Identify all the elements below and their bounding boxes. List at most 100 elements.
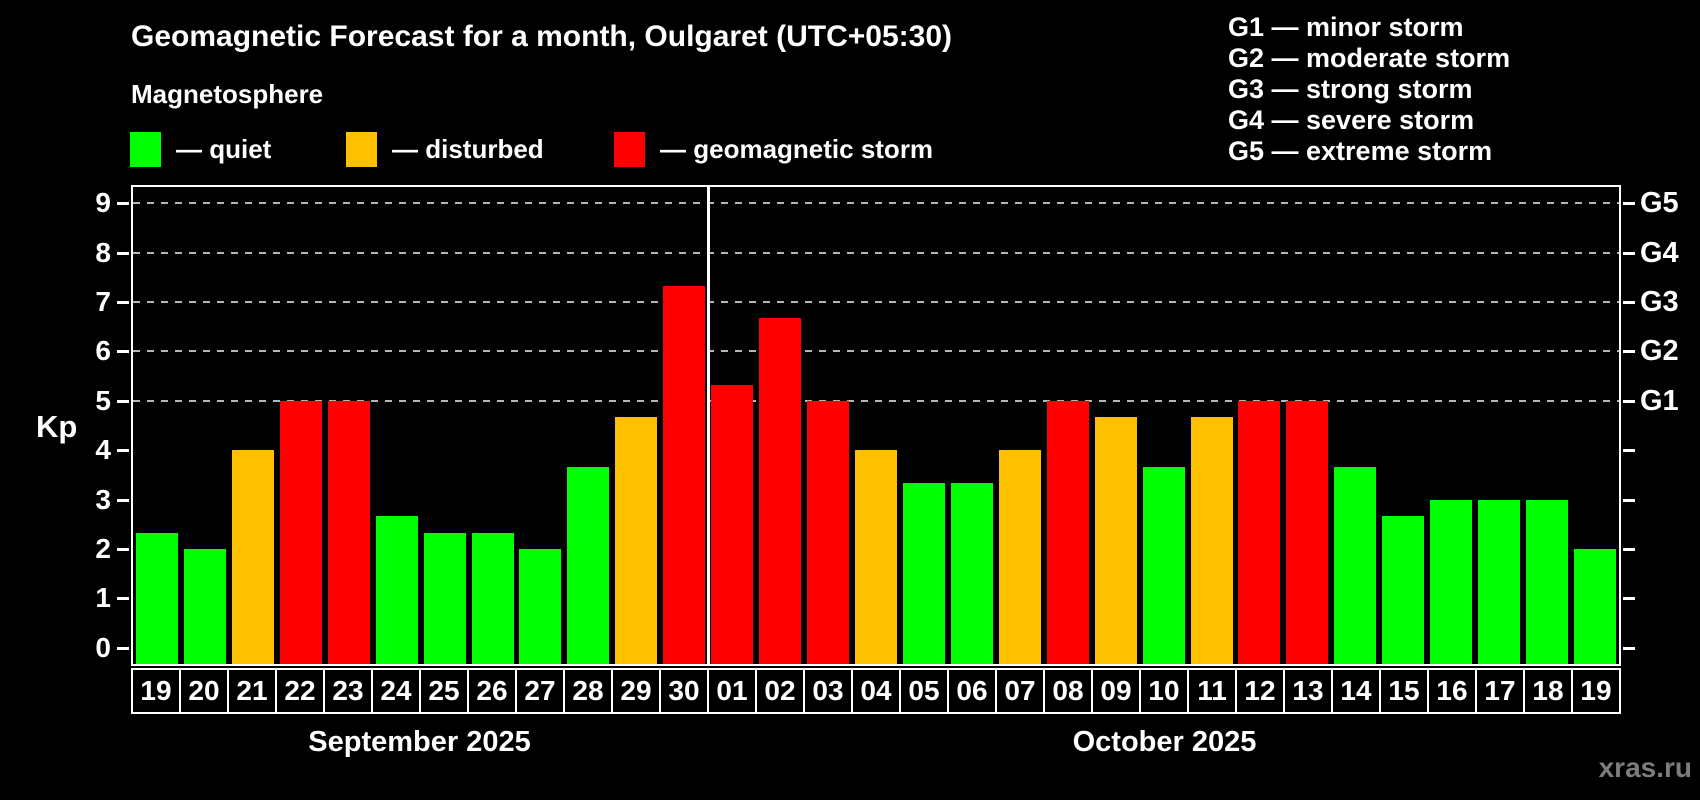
kp-bar-day-20 bbox=[183, 548, 226, 664]
day-cell: 19 bbox=[131, 668, 181, 714]
legend-item-disturbed: — disturbed bbox=[346, 130, 544, 168]
kp-bar-day-30 bbox=[663, 285, 706, 664]
day-cell: 01 bbox=[707, 668, 757, 714]
axis-tick bbox=[1623, 498, 1635, 502]
gridline-G bbox=[133, 399, 1619, 402]
day-axis-row: 19 20 21 22 23 24 25 26 27 28 29 30 01 02 03 04 05 06 07 08… bbox=[131, 668, 1621, 714]
kp-bar-day-06 bbox=[950, 483, 993, 664]
kp-bar-day-27 bbox=[519, 548, 562, 664]
day-cell: 23 bbox=[323, 668, 373, 714]
plot-area bbox=[131, 185, 1621, 666]
y-axis-tick-label: 6 bbox=[95, 335, 111, 367]
legend-item-storm: — geomagnetic storm bbox=[614, 130, 933, 168]
kp-bar-day-07 bbox=[998, 450, 1041, 664]
month-label-september: September 2025 bbox=[308, 726, 531, 758]
day-cell: 27 bbox=[515, 668, 565, 714]
axis-tick bbox=[117, 498, 129, 502]
kp-bar-day-28 bbox=[567, 466, 610, 664]
day-cell: 28 bbox=[563, 668, 613, 714]
right-axis-label: G3 bbox=[1640, 286, 1679, 319]
page-title: Geomagnetic Forecast for a month, Oulgar… bbox=[131, 20, 953, 53]
right-axis-label: G2 bbox=[1640, 335, 1679, 368]
axis-tick bbox=[1623, 547, 1635, 551]
month-label-october: October 2025 bbox=[1072, 726, 1257, 758]
day-cell: 30 bbox=[659, 668, 709, 714]
storm-scale-line: G4 — severe storm bbox=[1228, 105, 1475, 135]
storm-scale-line: G2 — moderate storm bbox=[1228, 43, 1511, 73]
day-cell: 05 bbox=[899, 668, 949, 714]
day-cell: 20 bbox=[179, 668, 229, 714]
gridline-G bbox=[133, 202, 1619, 205]
day-cell: 24 bbox=[371, 668, 421, 714]
storm-scale-legend: G1 — minor storm G2 — moderate storm G3 — … bbox=[1228, 12, 1510, 167]
kp-bar-day-10 bbox=[1142, 466, 1185, 664]
day-cell: 08 bbox=[1043, 668, 1093, 714]
axis-tick bbox=[117, 350, 129, 354]
legend-label-storm: — geomagnetic storm bbox=[660, 133, 934, 164]
y-axis-tick-label: 4 bbox=[95, 434, 111, 466]
axis-tick bbox=[1623, 350, 1635, 354]
day-cell: 19 bbox=[1571, 668, 1621, 714]
day-cell: 12 bbox=[1235, 668, 1285, 714]
axis-tick bbox=[117, 202, 129, 206]
y-axis-tick-label: 0 bbox=[95, 631, 111, 663]
day-cell: 22 bbox=[275, 668, 325, 714]
kp-bar-day-24 bbox=[375, 515, 418, 664]
axis-tick bbox=[117, 646, 129, 650]
magnetosphere-subtitle: Magnetosphere bbox=[131, 79, 324, 109]
day-cell: 29 bbox=[611, 668, 661, 714]
y-axis-tick-label: 7 bbox=[95, 286, 111, 318]
kp-bar-day-02 bbox=[759, 318, 802, 664]
kp-bar-day-19 bbox=[1574, 548, 1617, 664]
axis-tick bbox=[117, 597, 129, 601]
watermark: xras.ru bbox=[1598, 752, 1692, 783]
axis-tick bbox=[1623, 597, 1635, 601]
axis-tick bbox=[1623, 251, 1635, 255]
kp-bar-day-13 bbox=[1286, 400, 1329, 664]
gridline-G bbox=[133, 350, 1619, 353]
kp-bar-day-22 bbox=[279, 400, 322, 664]
y-axis-tick-label: 5 bbox=[95, 384, 111, 416]
storm-scale-line: G3 — strong storm bbox=[1228, 74, 1473, 104]
day-cell: 04 bbox=[851, 668, 901, 714]
right-axis-label: G1 bbox=[1640, 384, 1679, 417]
day-cell: 13 bbox=[1283, 668, 1333, 714]
kp-bar-day-09 bbox=[1094, 417, 1137, 664]
day-cell: 14 bbox=[1331, 668, 1381, 714]
day-cell: 11 bbox=[1187, 668, 1237, 714]
day-cell: 17 bbox=[1475, 668, 1525, 714]
storm-color-swatch bbox=[614, 131, 645, 167]
kp-bar-day-01 bbox=[711, 384, 754, 664]
kp-bar-day-17 bbox=[1478, 499, 1521, 664]
kp-bar-day-19 bbox=[135, 532, 178, 664]
storm-scale-line: G5 — extreme storm bbox=[1228, 136, 1493, 166]
axis-tick bbox=[117, 449, 129, 453]
kp-bar-day-05 bbox=[902, 483, 945, 664]
gridline-G bbox=[133, 301, 1619, 304]
kp-bar-day-08 bbox=[1046, 400, 1089, 664]
kp-bar-day-04 bbox=[855, 450, 897, 664]
right-axis-label: G4 bbox=[1640, 236, 1679, 269]
kp-bar-day-16 bbox=[1430, 499, 1473, 664]
day-cell: 16 bbox=[1427, 668, 1477, 714]
kp-bar-day-18 bbox=[1526, 499, 1569, 664]
axis-tick bbox=[1623, 449, 1635, 453]
disturbed-color-swatch bbox=[346, 131, 377, 167]
kp-bar-day-23 bbox=[327, 400, 370, 664]
axis-tick bbox=[1623, 646, 1635, 650]
month-separator-line bbox=[706, 187, 710, 664]
day-cell: 21 bbox=[227, 668, 277, 714]
y-axis-tick-label: 1 bbox=[95, 582, 111, 614]
kp-bar-day-21 bbox=[231, 450, 274, 664]
axis-tick bbox=[1623, 399, 1635, 403]
y-axis-tick-label: 8 bbox=[95, 236, 111, 268]
kp-bar-day-11 bbox=[1190, 417, 1233, 664]
day-cell: 07 bbox=[995, 668, 1045, 714]
day-cell: 10 bbox=[1139, 668, 1189, 714]
day-cell: 09 bbox=[1091, 668, 1141, 714]
kp-bar-day-25 bbox=[423, 532, 466, 664]
kp-bar-day-15 bbox=[1382, 515, 1425, 664]
day-cell: 15 bbox=[1379, 668, 1429, 714]
day-cell: 18 bbox=[1523, 668, 1573, 714]
